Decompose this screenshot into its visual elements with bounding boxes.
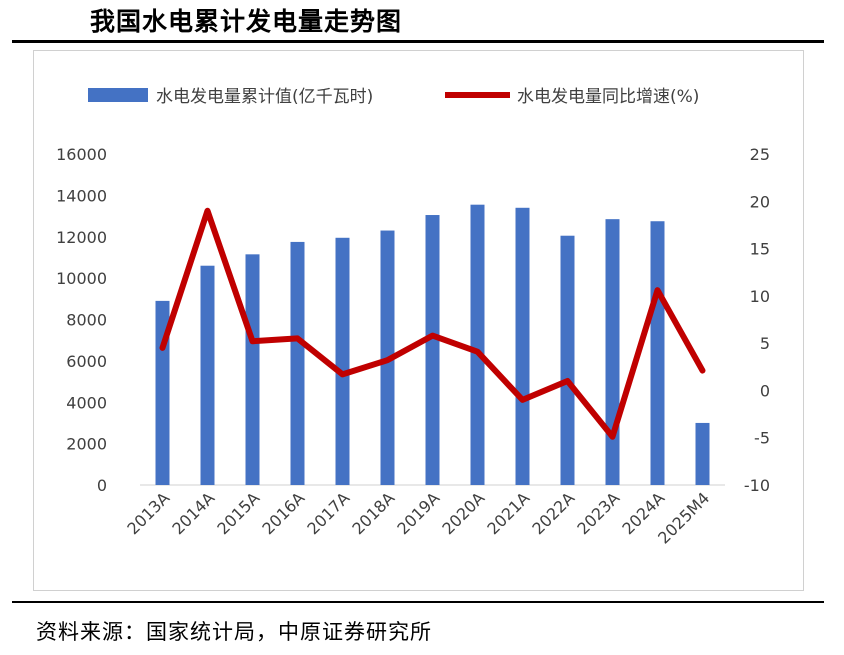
y-right-tick-label: 15 bbox=[750, 240, 770, 259]
y-right-tick-label: 5 bbox=[760, 334, 770, 353]
bar bbox=[515, 207, 530, 485]
x-tick-label: 2020A bbox=[438, 488, 488, 538]
y-left-tick-label: 6000 bbox=[66, 352, 107, 371]
bar bbox=[155, 300, 170, 485]
y-left-tick-label: 14000 bbox=[56, 186, 107, 205]
x-tick-label: 2019A bbox=[393, 488, 443, 538]
y-left-tick-label: 10000 bbox=[56, 269, 107, 288]
x-tick-label: 2016A bbox=[258, 488, 308, 538]
chart-frame bbox=[33, 50, 804, 591]
y-left-tick-label: 16000 bbox=[56, 145, 107, 164]
y-left-tick-label: 4000 bbox=[66, 393, 107, 412]
x-tick-label: 2021A bbox=[483, 488, 533, 538]
source-note: 资料来源：国家统计局，中原证券研究所 bbox=[36, 620, 432, 644]
bar bbox=[200, 265, 215, 485]
page-title: 我国水电累计发电量走势图 bbox=[90, 7, 403, 36]
x-tick-label: 2023A bbox=[573, 488, 623, 538]
bar bbox=[560, 235, 575, 485]
legend-label-bar: 水电发电量累计值(亿千瓦时) bbox=[156, 87, 373, 107]
y-right-tick-label: -5 bbox=[754, 429, 770, 448]
bar bbox=[425, 215, 440, 485]
bar bbox=[335, 237, 350, 485]
y-right-tick-label: 0 bbox=[760, 381, 770, 400]
x-tick-label: 2013A bbox=[123, 488, 173, 538]
x-tick-label: 2017A bbox=[303, 488, 353, 538]
y-left-tick-label: 8000 bbox=[66, 311, 107, 330]
bar bbox=[605, 219, 620, 485]
x-tick-label: 2022A bbox=[528, 488, 578, 538]
legend-swatch-bar bbox=[88, 88, 148, 102]
bar bbox=[290, 241, 305, 485]
bar bbox=[245, 254, 260, 485]
y-right-tick-label: -10 bbox=[744, 476, 770, 495]
top-rule bbox=[12, 40, 824, 43]
bar bbox=[470, 204, 485, 485]
legend-label-line: 水电发电量同比增速(%) bbox=[517, 87, 699, 107]
y-left-tick-label: 2000 bbox=[66, 435, 107, 454]
y-right-tick-label: 20 bbox=[750, 192, 770, 211]
x-tick-label: 2014A bbox=[168, 488, 218, 538]
growth-line bbox=[159, 207, 706, 440]
bar bbox=[695, 422, 710, 485]
y-left-tick-label: 0 bbox=[97, 476, 107, 495]
y-right-tick-label: 25 bbox=[750, 145, 770, 164]
bar bbox=[650, 221, 665, 485]
y-right-tick-label: 10 bbox=[750, 287, 770, 306]
y-left-tick-label: 12000 bbox=[56, 228, 107, 247]
bottom-rule bbox=[12, 601, 824, 603]
x-tick-label: 2015A bbox=[213, 488, 263, 538]
chart-svg: 水电发电量累计值(亿千瓦时) 水电发电量同比增速(%) 0 2000 4000 6000 8… bbox=[56, 87, 770, 548]
x-tick-label: 2018A bbox=[348, 488, 398, 538]
